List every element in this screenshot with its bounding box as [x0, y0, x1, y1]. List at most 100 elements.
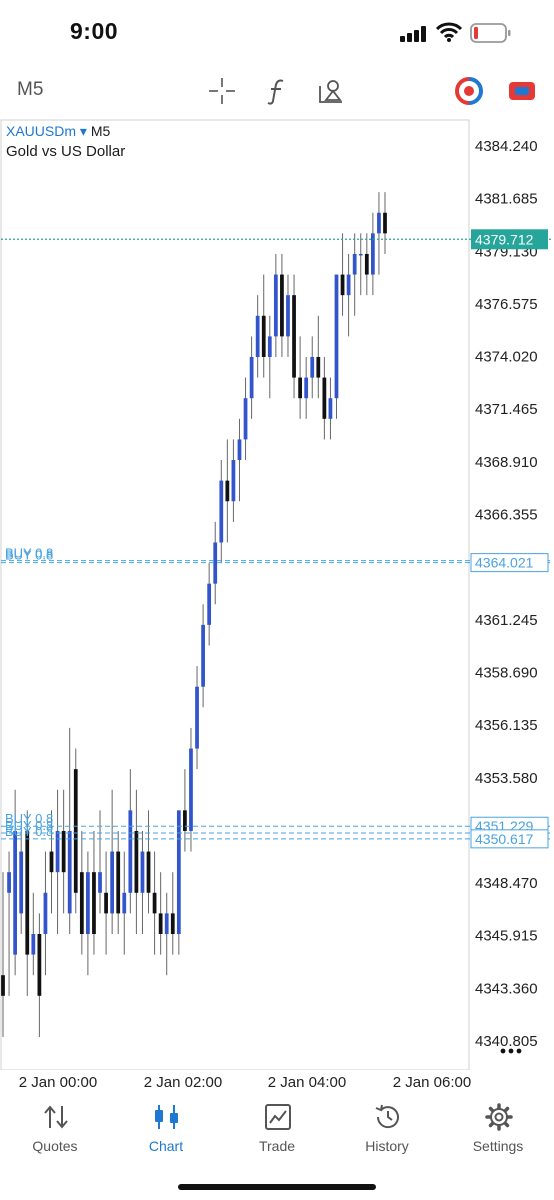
candle-body: [13, 830, 18, 955]
tab-history-label: History: [365, 1138, 409, 1154]
candle-body: [255, 315, 260, 357]
tab-trade[interactable]: Trade: [227, 1098, 327, 1158]
candle-body: [201, 624, 205, 687]
candle-body: [298, 377, 302, 399]
order-label: BUY 0.8: [5, 546, 53, 561]
battery-icon: [470, 23, 511, 43]
function-icon[interactable]: [262, 76, 292, 106]
y-tick-label: 4343.360: [475, 980, 538, 997]
more-icon[interactable]: [500, 1048, 522, 1054]
y-tick-label: 4384.240: [475, 138, 538, 155]
symbol-timeframe: M5: [90, 123, 111, 139]
tab-trade-label: Trade: [258, 1138, 296, 1154]
y-tick-label: 4368.910: [475, 454, 538, 471]
tab-settings[interactable]: Settings: [448, 1098, 548, 1158]
candle-body: [346, 274, 351, 296]
tab-chart-label: Chart: [148, 1138, 184, 1154]
candle-body: [170, 913, 175, 934]
chart-icon: [155, 1105, 178, 1129]
y-tick-label: 4376.575: [475, 296, 538, 313]
symbol-name: XAUUSDm: [6, 123, 77, 139]
order-label: BUY 0.8: [5, 548, 53, 563]
candle-body: [249, 356, 254, 399]
price-chart[interactable]: 4384.240 4381.685 4379.130 4376.575 4374.020…: [0, 118, 554, 1070]
candle-body: [286, 295, 290, 337]
candle-body: [383, 212, 387, 234]
candle-body: [37, 933, 42, 996]
candle-body: [7, 872, 11, 893]
candle-body: [158, 913, 163, 934]
candle-body: [104, 892, 108, 914]
order-label: BUY 0.8: [5, 811, 53, 826]
objects-icon[interactable]: [316, 76, 346, 106]
candle-body: [67, 830, 72, 914]
bid-price-tag: [471, 229, 548, 250]
candle-body: [122, 892, 127, 914]
y-tick-label: 4358.690: [475, 664, 538, 681]
candle-body: [267, 336, 272, 357]
candle-body: [61, 830, 66, 873]
candle-body: [116, 851, 121, 914]
settings-icon: [485, 1103, 513, 1131]
candle-body: [334, 274, 339, 399]
candle-body: [55, 830, 60, 873]
candlestick-chart[interactable]: 4384.2404381.6854379.1304376.5754374.020…: [0, 118, 554, 1070]
y-tick-label: 4353.580: [475, 770, 538, 787]
crosshair-icon[interactable]: [207, 76, 237, 106]
candle-body: [86, 872, 90, 934]
candle-body: [322, 377, 327, 419]
tab-chart[interactable]: Chart: [116, 1098, 216, 1158]
cellular-signal-icon: [400, 26, 426, 42]
timeframe-selector[interactable]: M5: [17, 79, 44, 100]
order-label: BUY 0.8: [5, 824, 53, 839]
candle-body: [19, 851, 24, 914]
more-dot: [516, 1048, 522, 1054]
x-tick-label: 2 Jan 06:00: [392, 1074, 472, 1091]
tab-quotes[interactable]: Quotes: [5, 1098, 105, 1158]
candle-body: [213, 542, 218, 584]
tab-settings-label: Settings: [472, 1138, 524, 1154]
candle-body: [280, 274, 284, 337]
candle-body: [316, 356, 321, 378]
account-switch-icon[interactable]: [507, 76, 537, 106]
y-tick-label: 4361.245: [475, 612, 538, 629]
home-indicator: [178, 1184, 376, 1190]
candle-body: [231, 460, 236, 502]
plot-frame: [0, 119, 470, 1070]
candle-body: [225, 480, 230, 502]
chart-toolbar: M5: [0, 68, 554, 114]
candle-body: [146, 851, 151, 893]
tab-quotes-label: Quotes: [32, 1138, 78, 1154]
order-price-label: 4350.617: [475, 831, 534, 847]
candle-body: [140, 851, 145, 893]
symbol-selector[interactable]: XAUUSDm ▾ M5: [6, 123, 110, 140]
status-time: 9:00: [70, 18, 119, 44]
candle-body: [79, 872, 84, 934]
candle-body: [328, 398, 333, 419]
candle-body: [25, 830, 30, 955]
x-tick-label: 2 Jan 00:00: [18, 1074, 98, 1091]
y-tick-label: 4366.355: [475, 507, 538, 524]
candle-body: [207, 583, 212, 625]
candle-body: [1, 975, 5, 996]
candle-body: [219, 480, 224, 543]
candle-body: [73, 769, 78, 893]
candle-body: [377, 212, 381, 234]
candle-body: [195, 686, 199, 749]
candle-body: [304, 377, 309, 399]
candle-body: [273, 274, 278, 337]
tab-history[interactable]: History: [337, 1098, 437, 1158]
y-tick-label: 4348.470: [475, 875, 538, 892]
one-click-trading-icon[interactable]: [454, 76, 484, 106]
more-dot: [508, 1048, 514, 1054]
candle-body: [352, 253, 357, 275]
candle-body: [370, 233, 375, 275]
candle-body: [243, 398, 248, 440]
symbol-dropdown-icon: ▾: [79, 123, 87, 139]
candle-body: [31, 933, 36, 955]
order-price-tag: [470, 553, 549, 573]
candle-body: [110, 851, 115, 914]
y-tick-label: 4356.135: [475, 717, 538, 734]
candle-body: [310, 356, 315, 378]
candle-body: [358, 253, 363, 256]
